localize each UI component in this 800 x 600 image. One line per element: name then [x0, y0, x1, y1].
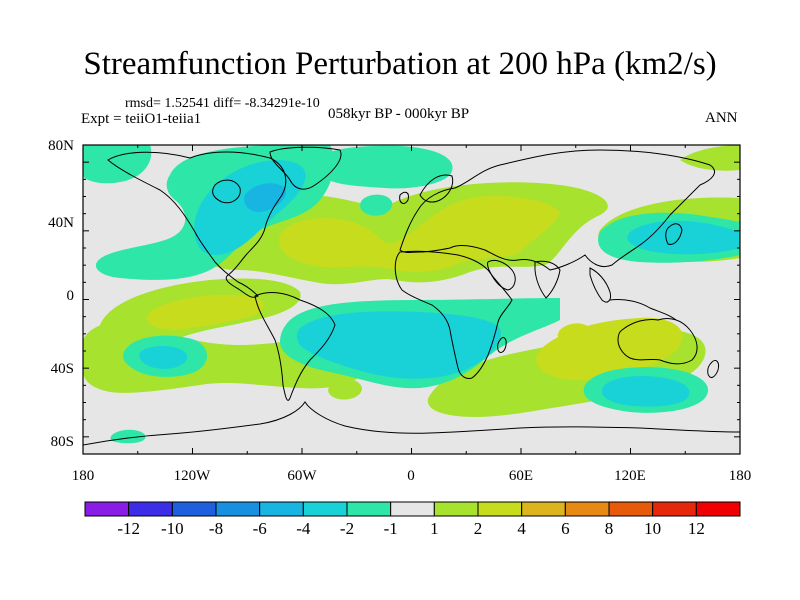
coastline-british-isles: [399, 191, 409, 204]
coastline-scandinavia: [419, 174, 454, 203]
coastline-antarctica: [83, 401, 740, 446]
coastline-south-america: [254, 292, 336, 401]
coastline-new-zealand: [707, 359, 719, 378]
lon-label-120e: 120E: [614, 468, 646, 484]
lat-label-40s: 40S: [50, 361, 74, 377]
colorbar-swatch: [477, 501, 523, 517]
coastline-hudson-bay: [212, 179, 241, 204]
contour-neg-small-atlantic: [360, 194, 393, 216]
contour-neg-arctic-atlantic: [317, 145, 453, 189]
coastline-southeast-asia: [589, 267, 677, 321]
contour-fields: [83, 145, 740, 454]
stats-text: rmsd= 1.52541 diff= -8.34291e-10: [125, 96, 320, 111]
colorbar-label: -8: [208, 519, 224, 538]
lat-label-80s: 80S: [50, 434, 74, 450]
colorbar-swatch: [128, 501, 173, 517]
colorbar: [84, 501, 741, 517]
contour-pos-tropical-atlantic-inner: [146, 294, 264, 330]
colorbar-swatch: [171, 501, 217, 517]
coastline-india: [534, 260, 561, 299]
colorbar-label: 1: [430, 519, 439, 538]
contour-neg-south-indian-inner: [601, 376, 690, 407]
coastline-australia: [617, 317, 698, 365]
colorbar-swatch: [84, 501, 130, 517]
contour-neg-antarctic-small: [110, 429, 146, 444]
lon-label-180w: 180: [71, 468, 95, 484]
colorbar-swatch: [390, 501, 435, 517]
contour-neg-north-pacific-inner: [627, 220, 740, 255]
coastline-north-america: [107, 151, 287, 298]
colorbar-label: -2: [339, 519, 355, 538]
coastline-europe-asia: [399, 149, 715, 271]
colorbar-swatch: [433, 501, 479, 517]
colorbar-swatch: [259, 501, 304, 517]
coastlines: [83, 146, 740, 446]
colorbar-label: 12: [687, 519, 705, 538]
lat-label-equator: 0: [66, 288, 75, 304]
colorbar-swatch: [346, 501, 392, 517]
lon-label-120w: 120W: [173, 468, 211, 484]
coastline-greenland: [269, 146, 342, 190]
contour-pos-arctic-ne: [680, 145, 740, 171]
season-label: ANN: [705, 110, 738, 126]
contour-pos-north-africa-small: [557, 323, 592, 344]
experiment-label: Expt = teiiO1-teiia1: [81, 111, 202, 127]
colorbar-label: -1: [383, 519, 398, 538]
coastline-japan: [665, 223, 683, 245]
coastline-arabia: [487, 259, 516, 291]
colorbar-label: -6: [252, 519, 267, 538]
contour-pos-south-atlantic-small: [328, 378, 362, 400]
contour-neg-west-arctic: [83, 145, 152, 184]
colorbar-swatch: [215, 501, 261, 517]
colorbar-label: -10: [160, 519, 184, 538]
axis-ticks: [82, 144, 741, 455]
colorbar-swatch: [521, 501, 566, 517]
coastline-madagascar: [497, 337, 507, 353]
colorbar-label: 8: [604, 519, 614, 538]
contour-neg-southeast-pacific-inner: [139, 346, 188, 369]
colorbar-label: -12: [117, 519, 140, 538]
period-label: 058kyr BP - 000kyr BP: [328, 106, 470, 122]
map-title: Streamfunction Perturbation at 200 hPa (…: [83, 46, 717, 82]
coastline-africa: [394, 250, 513, 379]
colorbar-swatch: [652, 501, 697, 517]
lon-label-60e: 60E: [508, 468, 534, 484]
colorbar-swatch: [608, 501, 654, 517]
lat-label-80n: 80N: [48, 138, 74, 154]
colorbar-label: 4: [517, 519, 526, 538]
lat-label-40n: 40N: [48, 215, 74, 231]
lon-label-0: 0: [407, 468, 415, 484]
lon-label-60w: 60W: [287, 468, 317, 484]
colorbar-label: 2: [473, 519, 483, 538]
colorbar-swatch: [564, 501, 610, 517]
colorbar-label: 10: [644, 519, 662, 538]
colorbar-label: -4: [296, 519, 311, 538]
colorbar-swatch: [302, 501, 348, 517]
colorbar-swatch: [695, 501, 741, 517]
lon-label-180e: 180: [728, 468, 752, 484]
colorbar-label: 6: [561, 519, 570, 538]
